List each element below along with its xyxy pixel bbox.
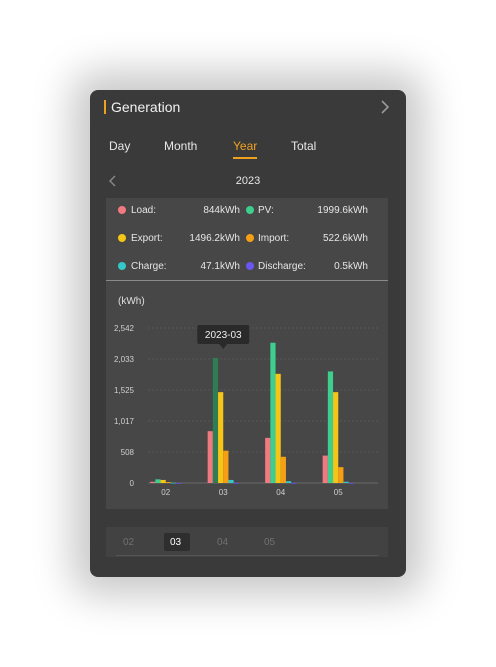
pv-dot-icon bbox=[246, 206, 254, 214]
bar-import-02 bbox=[165, 482, 171, 483]
month-scroller-item[interactable]: 05 bbox=[264, 537, 276, 548]
load-value: 844kWh bbox=[203, 205, 240, 216]
charge-dot-icon bbox=[118, 262, 126, 270]
tab-year[interactable]: Year bbox=[233, 139, 258, 153]
x-tick-label: 05 bbox=[334, 488, 343, 497]
x-tick-label: 03 bbox=[219, 488, 228, 497]
bar-discharge-03 bbox=[233, 482, 239, 484]
import-value: 522.6kWh bbox=[322, 233, 368, 244]
tooltip-box bbox=[197, 325, 250, 344]
y-axis-title: (kWh) bbox=[118, 296, 145, 307]
month-scroller[interactable]: 02 03 04 05 bbox=[106, 527, 388, 557]
bar-chart[interactable]: (kWh) 0 508 1,017 1,525 2,033 2,542 02 03 04 05 202… bbox=[106, 281, 388, 509]
bar-export-03 bbox=[218, 392, 224, 483]
bar-import-04 bbox=[280, 456, 286, 483]
tab-day[interactable]: Day bbox=[109, 139, 131, 153]
active-tab-underline bbox=[233, 157, 257, 159]
discharge-value: 0.5kWh bbox=[334, 261, 368, 272]
tab-month[interactable]: Month bbox=[164, 139, 198, 153]
bar-export-05 bbox=[333, 392, 339, 483]
y-tick-label: 1,017 bbox=[114, 417, 135, 426]
bar-discharge-05 bbox=[348, 482, 354, 484]
export-dot-icon bbox=[118, 234, 126, 242]
y-tick-label: 508 bbox=[121, 448, 135, 457]
discharge-dot-icon bbox=[246, 262, 254, 270]
bar-load-05 bbox=[322, 455, 328, 483]
y-tick-label: 2,542 bbox=[114, 324, 135, 333]
charge-value: 47.1kWh bbox=[200, 261, 240, 272]
stats-divider bbox=[106, 280, 388, 281]
bar-charge-04 bbox=[285, 481, 292, 483]
pv-label: PV: bbox=[258, 205, 274, 216]
load-label: Load: bbox=[131, 205, 157, 216]
export-value: 1496.2kWh bbox=[189, 233, 240, 244]
chevron-left-icon[interactable] bbox=[106, 173, 120, 189]
stats-panel: Load: 844kWh PV: 1999.6kWh Export: 1496.… bbox=[106, 198, 388, 280]
bar-discharge-02 bbox=[176, 482, 182, 484]
tooltip-arrow bbox=[219, 344, 228, 349]
bar-pv-02 bbox=[155, 479, 161, 483]
y-tick-label: 2,033 bbox=[114, 355, 135, 364]
bar-charge-03 bbox=[228, 479, 234, 483]
bar-pv-04 bbox=[270, 342, 276, 483]
period-tabs: Day Month Year Total bbox=[90, 138, 406, 160]
import-label: Import: bbox=[258, 233, 290, 244]
month-scroller-item[interactable]: 03 bbox=[170, 537, 182, 548]
title-accent-bar bbox=[104, 100, 106, 114]
discharge-label: Discharge: bbox=[258, 261, 306, 272]
export-label: Export: bbox=[131, 233, 163, 244]
bar-charge-05 bbox=[343, 481, 349, 483]
bar-load-04 bbox=[265, 437, 271, 483]
tooltip-label: 2023-03 bbox=[205, 330, 242, 341]
year-label: 2023 bbox=[235, 175, 261, 187]
bar-export-04 bbox=[275, 373, 281, 483]
import-dot-icon bbox=[246, 234, 254, 242]
month-scroller-item[interactable]: 02 bbox=[123, 537, 135, 548]
bar-import-05 bbox=[338, 467, 344, 483]
bar-load-02 bbox=[150, 481, 156, 483]
bar-export-02 bbox=[160, 479, 166, 483]
load-dot-icon bbox=[118, 206, 126, 214]
card-header: Generation bbox=[104, 98, 392, 118]
chevron-right-icon[interactable] bbox=[376, 97, 394, 117]
x-tick-label: 02 bbox=[161, 488, 170, 497]
x-tick-label: 04 bbox=[276, 488, 285, 497]
month-scroller-track bbox=[116, 555, 378, 556]
charge-label: Charge: bbox=[131, 261, 167, 272]
card-title: Generation bbox=[111, 99, 181, 115]
y-tick-label: 1,525 bbox=[114, 386, 135, 395]
month-scroller-item[interactable]: 04 bbox=[217, 537, 229, 548]
pv-value: 1999.6kWh bbox=[317, 205, 368, 216]
generation-card: Generation Day Month Year Total 2023 Loa… bbox=[90, 90, 406, 577]
bar-pv-03 bbox=[212, 358, 219, 483]
bar-pv-05 bbox=[327, 371, 334, 483]
chart-container[interactable]: (kWh) 0 508 1,017 1,525 2,033 2,542 02 03 04 05 202… bbox=[106, 281, 388, 509]
month-scroller-active-bg bbox=[164, 533, 190, 551]
bar-charge-02 bbox=[170, 482, 177, 484]
bar-import-03 bbox=[223, 450, 229, 483]
year-selector: 2023 bbox=[90, 172, 406, 192]
bar-discharge-04 bbox=[291, 482, 297, 484]
bar-load-03 bbox=[207, 431, 213, 483]
tab-total[interactable]: Total bbox=[291, 139, 317, 153]
y-tick-label: 0 bbox=[130, 479, 135, 488]
